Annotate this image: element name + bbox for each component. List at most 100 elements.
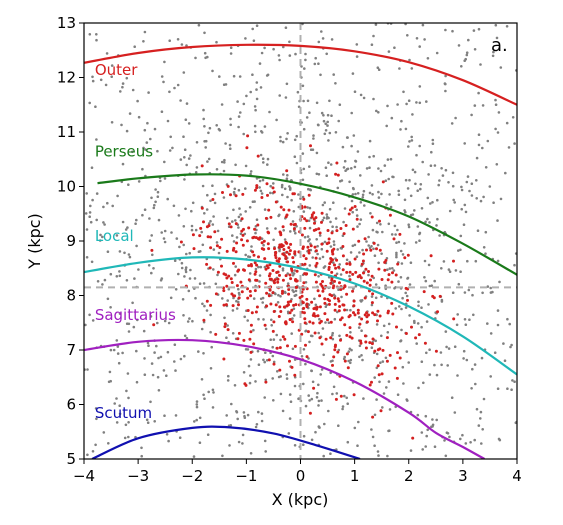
scatter-point-grey xyxy=(402,382,405,385)
scatter-point-grey xyxy=(156,321,159,325)
scatter-point-grey xyxy=(291,220,295,223)
scatter-point-grey xyxy=(149,315,153,318)
scatter-point-grey xyxy=(326,120,330,124)
scatter-point-grey xyxy=(435,51,439,55)
scatter-point-red xyxy=(348,326,352,330)
scatter-point-grey xyxy=(308,206,312,210)
scatter-point-grey xyxy=(470,387,473,390)
scatter-point-grey xyxy=(356,192,360,195)
scatter-point-grey xyxy=(350,167,353,170)
scatter-point-grey xyxy=(377,68,381,71)
scatter-point-red xyxy=(371,292,375,296)
scatter-point-red xyxy=(281,278,285,282)
scatter-point-grey xyxy=(424,414,428,418)
scatter-point-grey xyxy=(484,166,488,169)
scatter-point-grey xyxy=(102,205,105,209)
scatter-point-red xyxy=(280,291,284,295)
scatter-point-grey xyxy=(429,164,433,167)
scatter-point-grey xyxy=(323,132,327,136)
scatter-point-grey xyxy=(277,54,281,57)
scatter-point-red xyxy=(285,250,289,254)
scatter-point-grey xyxy=(363,204,366,207)
y-tick-label: 9 xyxy=(66,232,76,250)
scatter-point-grey xyxy=(150,271,153,275)
scatter-point-grey xyxy=(380,192,383,196)
scatter-point-grey xyxy=(474,259,478,263)
scatter-point-red xyxy=(339,288,343,291)
scatter-point-grey xyxy=(201,184,205,188)
scatter-point-red xyxy=(368,341,372,345)
scatter-point-grey xyxy=(94,443,97,447)
scatter-point-grey xyxy=(156,195,160,198)
scatter-point-grey xyxy=(324,122,328,126)
scatter-point-red xyxy=(406,253,410,257)
arm-line-local xyxy=(84,256,517,376)
scatter-point-red xyxy=(318,305,322,309)
scatter-point-grey xyxy=(156,149,159,153)
scatter-point-grey xyxy=(327,409,330,413)
scatter-point-grey xyxy=(91,319,95,322)
scatter-point-red xyxy=(232,261,235,265)
scatter-point-grey xyxy=(480,442,483,445)
scatter-point-grey xyxy=(141,213,144,217)
scatter-point-grey xyxy=(467,288,471,292)
scatter-point-red xyxy=(225,276,229,280)
scatter-point-red xyxy=(256,237,260,241)
scatter-point-red xyxy=(271,291,275,295)
scatter-point-grey xyxy=(349,308,352,312)
scatter-point-grey xyxy=(235,307,239,310)
scatter-point-grey xyxy=(192,455,196,458)
scatter-point-grey xyxy=(251,73,254,76)
scatter-point-grey xyxy=(395,251,398,255)
scatter-point-grey xyxy=(321,255,325,259)
scatter-point-red xyxy=(192,247,196,251)
scatter-point-grey xyxy=(386,268,389,272)
scatter-point-grey xyxy=(213,192,217,196)
scatter-point-grey xyxy=(347,350,351,353)
scatter-point-grey xyxy=(407,145,410,148)
scatter-point-grey xyxy=(451,184,455,188)
scatter-point-red xyxy=(234,222,238,226)
scatter-point-grey xyxy=(342,220,345,224)
scatter-point-grey xyxy=(338,263,342,266)
scatter-point-grey xyxy=(283,290,287,294)
scatter-point-grey xyxy=(378,380,381,384)
scatter-point-grey xyxy=(253,124,257,128)
scatter-point-grey xyxy=(415,37,419,40)
scatter-point-grey xyxy=(127,435,130,439)
scatter-point-grey xyxy=(420,360,424,364)
scatter-point-grey xyxy=(394,307,398,310)
scatter-point-red xyxy=(452,317,456,321)
scatter-point-grey xyxy=(252,39,256,42)
scatter-point-red xyxy=(326,229,330,232)
scatter-point-red xyxy=(309,244,313,248)
scatter-point-grey xyxy=(137,268,140,271)
scatter-point-grey xyxy=(388,429,391,433)
scatter-point-red xyxy=(309,144,312,148)
scatter-point-grey xyxy=(168,149,172,152)
scatter-point-grey xyxy=(209,313,212,317)
scatter-point-grey xyxy=(433,445,437,449)
scatter-point-red xyxy=(342,303,346,307)
scatter-point-grey xyxy=(415,153,418,157)
scatter-point-grey xyxy=(399,249,403,253)
scatter-point-grey xyxy=(384,179,388,182)
scatter-point-grey xyxy=(310,438,314,442)
scatter-point-red xyxy=(305,297,309,301)
scatter-point-grey xyxy=(143,357,146,360)
scatter-point-grey xyxy=(427,303,430,306)
scatter-point-grey xyxy=(194,228,198,232)
scatter-point-grey xyxy=(270,324,274,327)
scatter-point-grey xyxy=(479,63,482,66)
scatter-point-red xyxy=(363,296,367,300)
arm-line-sagittarius xyxy=(84,338,486,459)
x-tick-label: −2 xyxy=(181,467,203,485)
scatter-point-grey xyxy=(303,67,306,70)
scatter-point-grey xyxy=(423,276,426,279)
scatter-point-grey xyxy=(350,111,354,115)
scatter-point-grey xyxy=(304,52,307,56)
scatter-point-grey xyxy=(437,183,441,187)
scatter-point-grey xyxy=(111,204,114,208)
scatter-point-grey xyxy=(416,189,420,192)
scatter-point-grey xyxy=(288,417,292,420)
